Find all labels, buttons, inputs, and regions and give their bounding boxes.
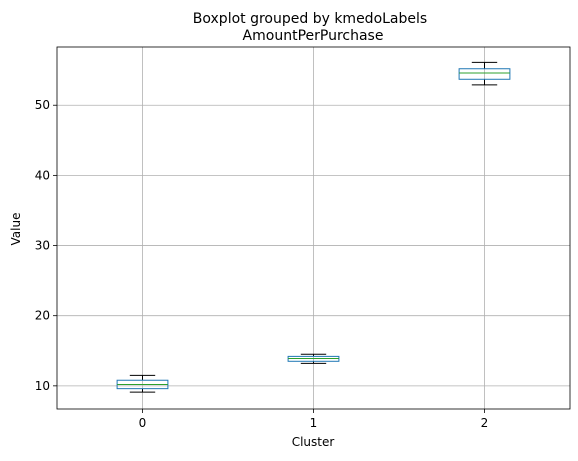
axes-frame (56, 46, 571, 410)
x-tick-label: 2 (481, 416, 489, 430)
box-group-1 (287, 353, 340, 364)
y-axis-label: Value (9, 213, 23, 246)
x-tick-label: 0 (139, 416, 147, 430)
x-axis-label: Cluster (292, 435, 335, 449)
y-tick-label: 10 (35, 379, 50, 393)
chart-title: AmountPerPurchase (243, 28, 384, 44)
box-group-2 (458, 61, 511, 86)
box-iqr (458, 68, 511, 80)
y-tick-label: 40 (35, 168, 50, 182)
y-tick-label: 30 (35, 239, 50, 253)
x-tick-label: 1 (310, 416, 318, 430)
chart-suptitle: Boxplot grouped by kmedoLabels (193, 11, 427, 27)
y-tick-label: 20 (35, 309, 50, 323)
box-group-0 (116, 374, 169, 393)
y-tick-label: 50 (35, 98, 50, 112)
grid-layer (57, 47, 570, 409)
text-layer: Boxplot grouped by kmedoLabels AmountPer… (9, 11, 427, 449)
axes-layer: 10 20 30 40 50 0 1 2 (35, 46, 571, 430)
box-layer (116, 61, 511, 393)
